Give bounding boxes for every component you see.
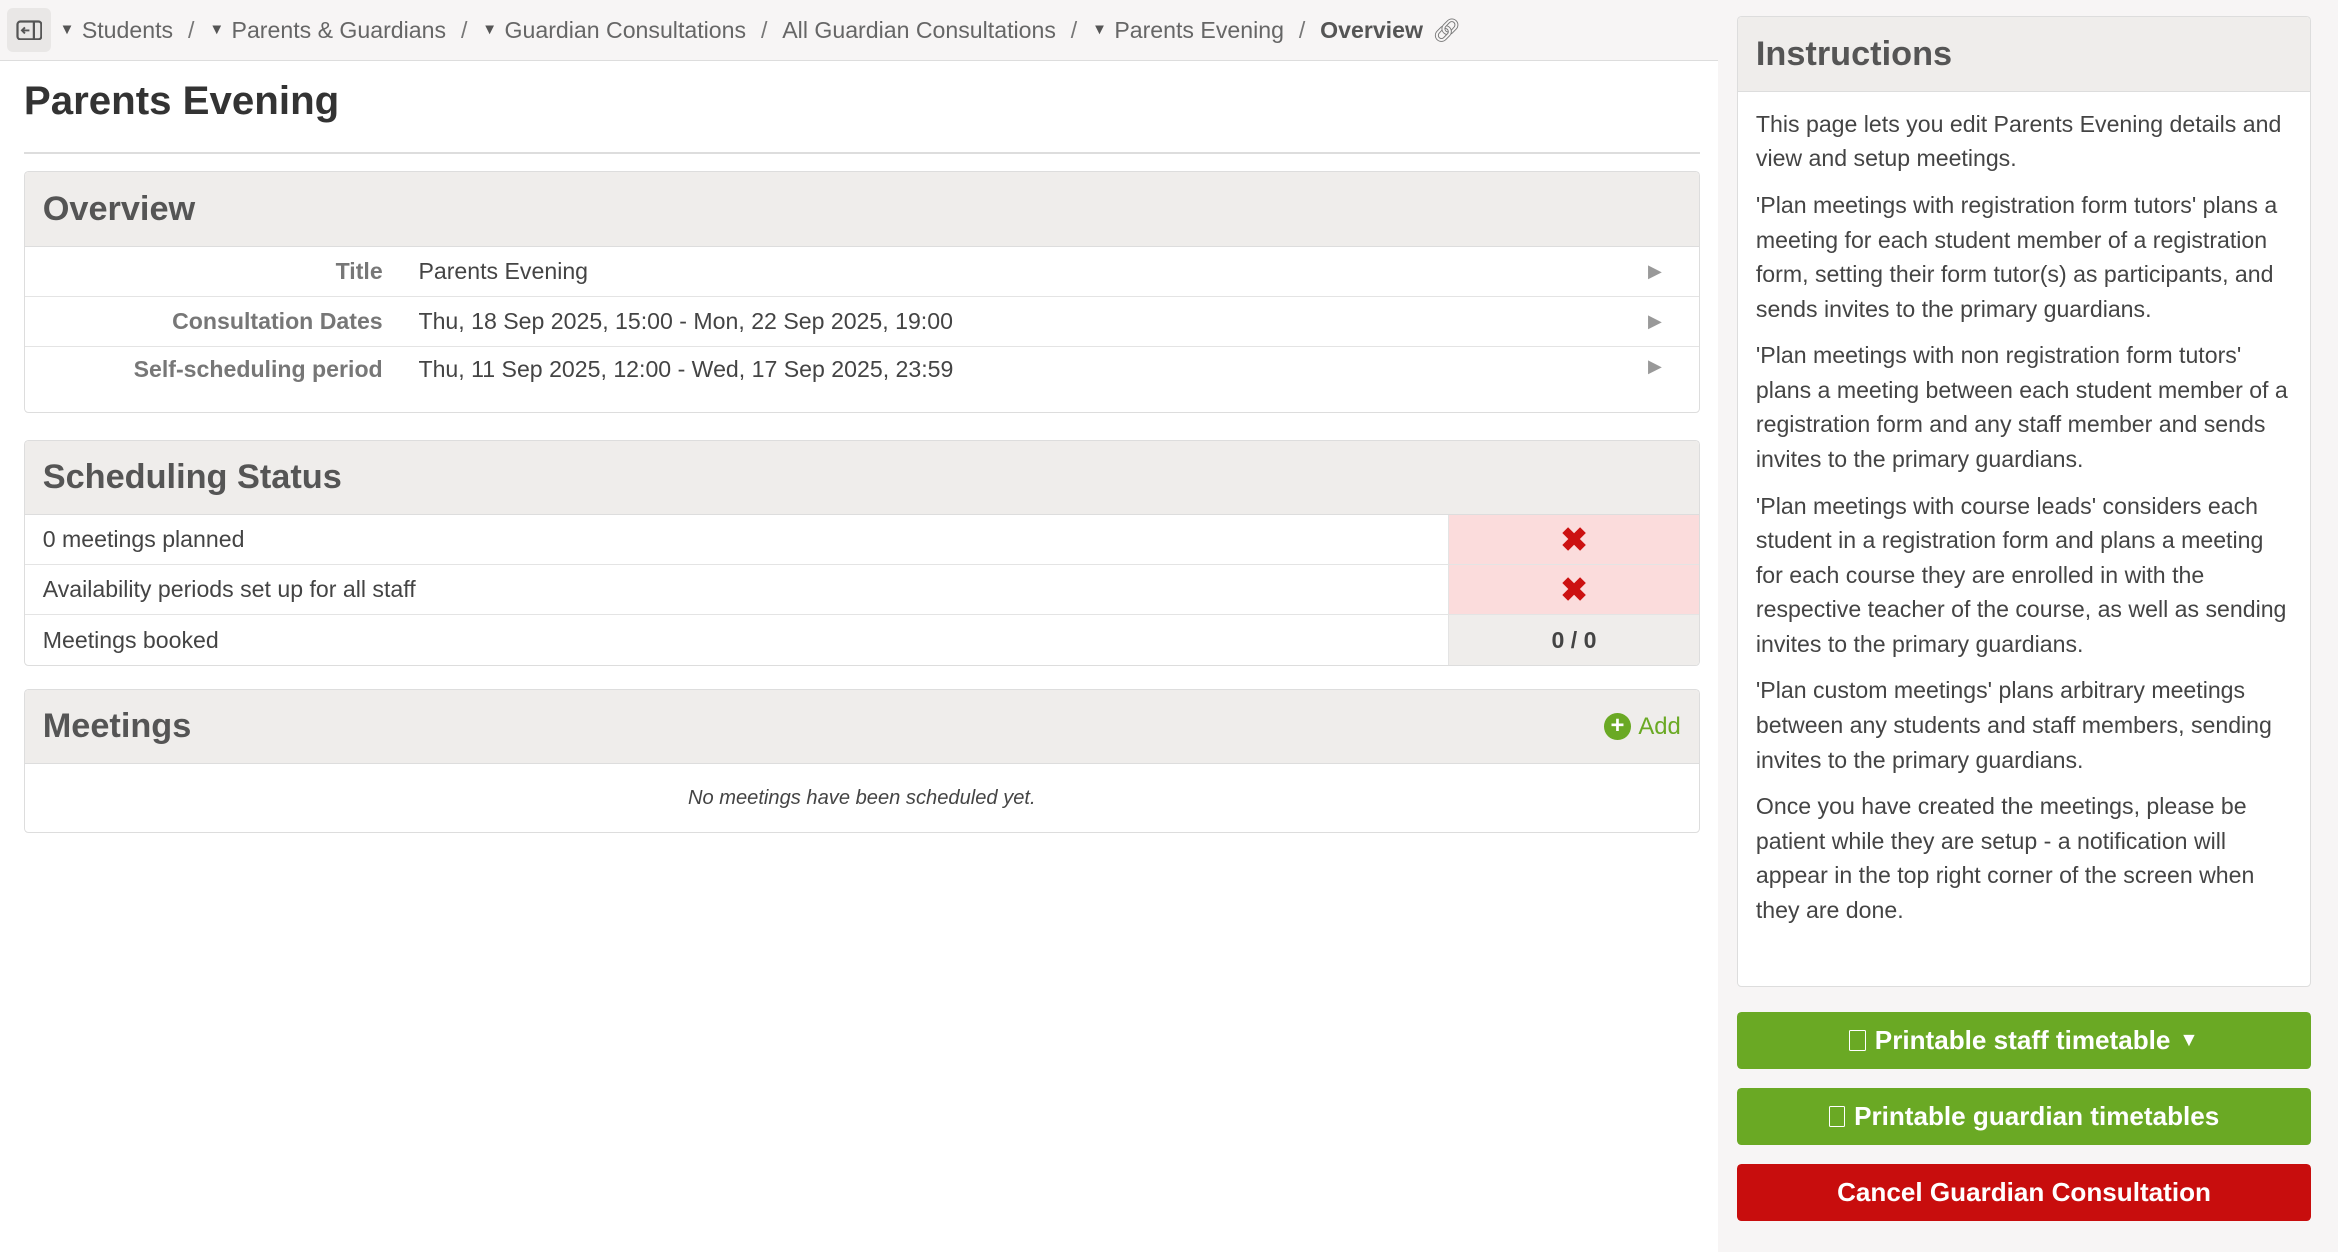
link-icon[interactable]: 🔗︎ xyxy=(1431,16,1462,43)
button-label: Cancel Guardian Consultation xyxy=(1837,1177,2211,1208)
pdf-file-icon xyxy=(1828,1106,1846,1128)
page-title: Parents Evening xyxy=(23,77,340,123)
separator: / xyxy=(187,16,195,43)
instruction-paragraph: 'Plan meetings with course leads' consid… xyxy=(1755,492,2287,657)
divider xyxy=(23,152,1700,154)
breadcrumb: ▼ Students / ▼ Parents & Guardians / ▼ Guardi… xyxy=(0,0,1718,62)
empty-message: No meetings have been scheduled yet. xyxy=(687,786,1036,809)
row-label: Title xyxy=(335,257,383,284)
add-label: Add xyxy=(1638,712,1681,740)
button-label: Printable guardian timetables xyxy=(1854,1101,2220,1132)
caret-down-icon[interactable]: ▼ xyxy=(482,22,498,39)
breadcrumb-parents-evening[interactable]: Parents Evening xyxy=(1114,16,1284,43)
row-value: Thu, 11 Sep 2025, 12:00 - Wed, 17 Sep 20… xyxy=(418,355,954,382)
main-content: ▼ Students / ▼ Parents & Guardians / ▼ Guardi… xyxy=(0,0,1718,834)
button-label: Printable staff timetable xyxy=(1874,1025,2171,1056)
meetings-heading: Meetings xyxy=(42,707,192,746)
scheduling-status-panel: Scheduling Status 0 meetings planned ✖ Av… xyxy=(23,439,1700,667)
status-label: Meetings booked xyxy=(42,626,219,653)
cancel-guardian-consultation-button[interactable]: Cancel Guardian Consultation xyxy=(1737,1164,2312,1222)
status-label: Availability periods set up for all staf… xyxy=(42,576,416,603)
meetings-booked-count: 0 / 0 xyxy=(1448,615,1699,666)
plus-circle-icon: + xyxy=(1604,712,1631,740)
breadcrumb-parents-guardians[interactable]: Parents & Guardians xyxy=(231,16,447,43)
caret-down-icon[interactable]: ▼ xyxy=(1092,22,1107,39)
status-row: Availability periods set up for all staf… xyxy=(24,565,1699,616)
row-label: Self-scheduling period xyxy=(133,355,383,382)
instruction-paragraph: Once you have created the meetings, plea… xyxy=(1755,793,2255,923)
right-sidebar: Instructions This page lets you edit Par… xyxy=(1717,0,2338,1252)
row-value: Thu, 18 Sep 2025, 15:00 - Mon, 22 Sep 20… xyxy=(418,307,953,334)
overview-panel: Overview Title Parents Evening ▶ Consultat… xyxy=(23,171,1700,414)
expand-arrow-icon[interactable]: ▶ xyxy=(1648,260,1662,281)
cross-icon: ✖ xyxy=(1448,565,1699,615)
overview-row-self-scheduling[interactable]: Self-scheduling period Thu, 11 Sep 2025, … xyxy=(25,347,1699,413)
breadcrumb-guardian-consultations[interactable]: Guardian Consultations xyxy=(504,16,747,43)
status-row: 0 meetings planned ✖ xyxy=(24,515,1699,566)
printable-guardian-timetables-button[interactable]: Printable guardian timetables xyxy=(1737,1088,2312,1146)
status-label: 0 meetings planned xyxy=(42,526,245,553)
caret-down-icon: ▼ xyxy=(2179,1029,2199,1052)
separator: / xyxy=(1298,16,1306,43)
instruction-paragraph: This page lets you edit Parents Evening … xyxy=(1755,110,2282,172)
meetings-header: Meetings + Add xyxy=(24,689,1699,765)
caret-down-icon[interactable]: ▼ xyxy=(209,22,225,39)
breadcrumb-all-guardian-consultations[interactable]: All Guardian Consultations xyxy=(782,16,1056,43)
printable-staff-timetable-button[interactable]: Printable staff timetable ▼ xyxy=(1737,1012,2312,1070)
instructions-panel: Instructions This page lets you edit Par… xyxy=(1737,16,2312,988)
separator: / xyxy=(460,16,468,43)
instruction-paragraph: 'Plan meetings with registration form tu… xyxy=(1755,191,2278,322)
cross-icon: ✖ xyxy=(1448,515,1699,565)
separator: / xyxy=(760,16,768,43)
overview-row-consultation-dates[interactable]: Consultation Dates Thu, 18 Sep 2025, 15:0… xyxy=(24,297,1699,347)
overview-row-title[interactable]: Title Parents Evening ▶ xyxy=(24,247,1699,297)
meetings-panel: Meetings + Add No meetings have been sche… xyxy=(23,688,1700,834)
status-row: Meetings booked 0 / 0 xyxy=(25,615,1699,666)
instruction-paragraph: 'Plan custom meetings' plans arbitrary m… xyxy=(1755,677,2272,773)
scheduling-heading: Scheduling Status xyxy=(24,440,1699,516)
pdf-file-icon xyxy=(1849,1030,1866,1052)
sidebar-toggle-icon[interactable] xyxy=(7,8,51,52)
expand-arrow-icon[interactable]: ▶ xyxy=(1648,310,1662,331)
breadcrumb-current: Overview xyxy=(1320,16,1423,43)
expand-arrow-icon[interactable]: ▶ xyxy=(1648,355,1662,376)
instructions-heading: Instructions xyxy=(1738,17,2311,92)
row-label: Consultation Dates xyxy=(172,307,383,334)
overview-heading: Overview xyxy=(24,172,1699,247)
caret-down-icon[interactable]: ▼ xyxy=(59,22,75,39)
separator: / xyxy=(1070,16,1078,43)
breadcrumb-students[interactable]: Students xyxy=(81,16,174,43)
instruction-paragraph: 'Plan meetings with non registration for… xyxy=(1755,342,2288,473)
row-value: Parents Evening xyxy=(418,257,589,284)
add-meeting-button[interactable]: + Add xyxy=(1604,712,1681,741)
